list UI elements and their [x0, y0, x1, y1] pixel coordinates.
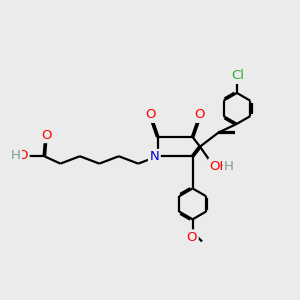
Text: H: H — [11, 149, 20, 162]
Text: Cl: Cl — [231, 69, 244, 82]
Text: H: H — [224, 160, 234, 172]
Text: O: O — [145, 108, 156, 122]
Text: O: O — [187, 231, 197, 244]
Text: O: O — [18, 149, 28, 162]
Text: O: O — [195, 108, 205, 122]
Text: N: N — [149, 150, 159, 164]
Text: O: O — [41, 129, 52, 142]
Text: OH: OH — [210, 160, 230, 172]
